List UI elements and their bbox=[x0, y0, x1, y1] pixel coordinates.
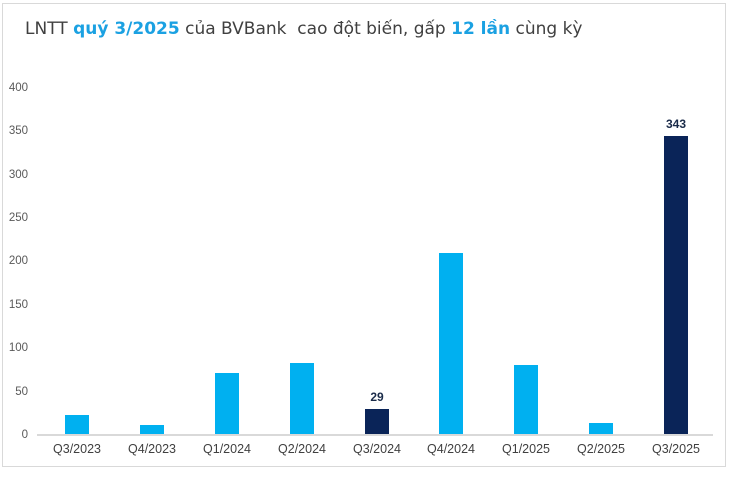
bar-Q1-2024 bbox=[215, 373, 239, 434]
x-tick-label-Q3-2024: Q3/2024 bbox=[353, 442, 401, 456]
x-tick-label-Q4-2023: Q4/2023 bbox=[128, 442, 176, 456]
title-accent-segment: quý 3/2025 bbox=[73, 19, 180, 39]
bar-data-label-Q3-2024: 29 bbox=[370, 390, 384, 404]
y-tick-label-100: 100 bbox=[8, 342, 28, 355]
x-tick-label-Q1-2024: Q1/2024 bbox=[203, 442, 251, 456]
bar-Q3-2025 bbox=[664, 136, 688, 434]
x-tick-label-Q4-2024: Q4/2024 bbox=[427, 442, 475, 456]
bar-Q1-2025 bbox=[514, 365, 538, 434]
x-tick-label-Q2-2024: Q2/2024 bbox=[278, 442, 326, 456]
bar-chart: LNTT quý 3/2025 của BVBank cao đột biến,… bbox=[3, 4, 725, 466]
title-text-segment: của BVBank cao đột biến, gấp bbox=[179, 19, 452, 39]
x-tick-label-Q3-2023: Q3/2023 bbox=[53, 442, 101, 456]
y-tick-label-50: 50 bbox=[15, 385, 28, 398]
x-axis-baseline bbox=[37, 434, 713, 436]
x-tick-label-Q1-2025: Q1/2025 bbox=[502, 442, 550, 456]
y-tick-label-350: 350 bbox=[8, 125, 28, 138]
title-text-segment: LNTT bbox=[25, 19, 74, 39]
y-tick-label-400: 400 bbox=[8, 81, 28, 94]
bar-Q2-2024 bbox=[290, 363, 314, 434]
bar-Q3-2023 bbox=[65, 415, 89, 434]
bar-Q2-2025 bbox=[589, 423, 613, 434]
bar-Q4-2024 bbox=[439, 253, 463, 434]
x-tick-label-Q2-2025: Q2/2025 bbox=[577, 442, 625, 456]
y-tick-label-300: 300 bbox=[8, 168, 28, 181]
bar-Q4-2023 bbox=[140, 425, 164, 434]
title-accent-segment: 12 lần bbox=[451, 19, 511, 39]
chart-panel: LNTT quý 3/2025 của BVBank cao đột biến,… bbox=[2, 3, 726, 467]
y-tick-label-250: 250 bbox=[8, 212, 28, 224]
bar-data-label-Q3-2025: 343 bbox=[665, 117, 687, 131]
title-text-segment: cùng kỳ bbox=[510, 19, 583, 39]
y-tick-label-150: 150 bbox=[8, 298, 28, 311]
bar-Q3-2024 bbox=[365, 409, 389, 434]
y-tick-label-0: 0 bbox=[21, 429, 28, 441]
y-tick-label-200: 200 bbox=[8, 255, 28, 268]
x-tick-label-Q3-2025: Q3/2025 bbox=[652, 442, 700, 456]
page-title: LNTT quý 3/2025 của BVBank cao đột biến,… bbox=[25, 17, 705, 41]
